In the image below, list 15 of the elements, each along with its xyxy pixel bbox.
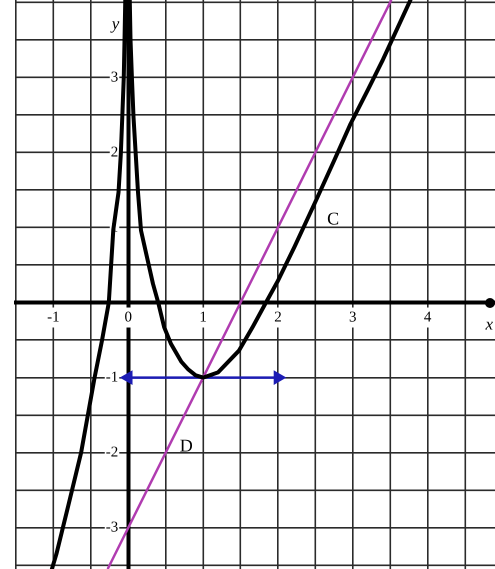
- y-axis-title: y: [110, 14, 120, 33]
- series-label: D: [180, 435, 193, 456]
- x-axis-title: x: [484, 314, 494, 334]
- x-tick-label: 3: [349, 309, 357, 326]
- x-tick-label: 0: [124, 309, 132, 326]
- x-tick-label: 4: [424, 309, 432, 326]
- x-tick-label: 1: [199, 309, 207, 326]
- y-tick-label: -3: [106, 520, 118, 536]
- y-tick-label: 3: [110, 69, 118, 86]
- y-tick-label: -1: [106, 370, 118, 386]
- x-tick-label: 2: [274, 309, 282, 326]
- series-label: C: [327, 208, 340, 228]
- y-tick-label: 2: [110, 144, 118, 160]
- x-tick-label: -1: [47, 309, 60, 326]
- y-tick-label: -2: [106, 444, 118, 461]
